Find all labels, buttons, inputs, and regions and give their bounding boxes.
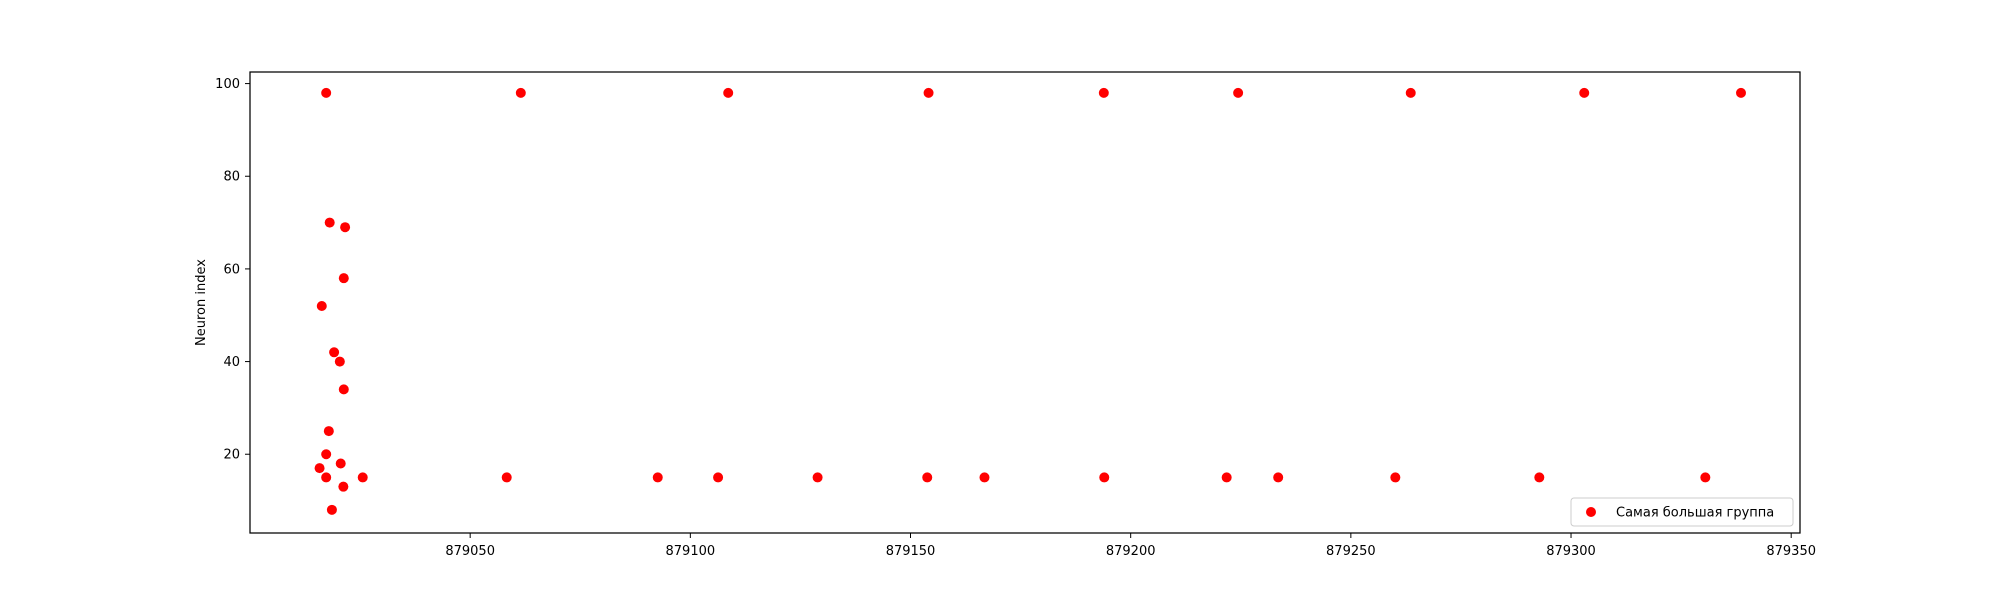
x-tick-label: 879350 [1766, 544, 1816, 559]
data-point [652, 472, 663, 483]
data-point [515, 87, 526, 98]
legend-label: Самая большая группа [1616, 506, 1774, 521]
data-point [979, 472, 990, 483]
data-point [314, 463, 325, 474]
data-points-layer [314, 87, 1746, 515]
data-point [316, 300, 327, 311]
data-point [1534, 472, 1545, 483]
plot-area-frame [249, 71, 1801, 534]
y-tick-label: 20 [223, 448, 240, 463]
data-point [812, 472, 823, 483]
data-point [1390, 472, 1401, 483]
data-point [340, 222, 351, 233]
x-axis: 879050 879100 879150 879200 879250 879300 8793… [445, 533, 1816, 559]
data-point [338, 273, 349, 284]
y-axis-label: Neuron index [194, 259, 209, 346]
y-tick-label: 40 [223, 355, 240, 370]
data-point [1735, 87, 1746, 98]
data-point [326, 504, 337, 515]
data-point [329, 347, 340, 358]
legend: Самая большая группа [1570, 497, 1794, 527]
data-point [321, 87, 332, 98]
data-point [321, 472, 332, 483]
x-tick-label: 879100 [666, 544, 716, 559]
x-tick-label: 879200 [1106, 544, 1156, 559]
data-point [1579, 87, 1590, 98]
data-point [1273, 472, 1284, 483]
data-point [334, 356, 345, 367]
data-point [357, 472, 368, 483]
legend-box [1570, 497, 1794, 527]
data-point [1098, 87, 1109, 98]
data-point [1405, 87, 1416, 98]
x-tick-label: 879250 [1326, 544, 1376, 559]
y-tick-label: 100 [215, 77, 240, 92]
data-point [501, 472, 512, 483]
data-point [713, 472, 724, 483]
data-point [338, 481, 349, 492]
data-point [335, 458, 346, 469]
y-tick-label: 80 [223, 170, 240, 185]
data-point [321, 449, 332, 460]
y-tick-label: 60 [223, 262, 240, 277]
data-point [1221, 472, 1232, 483]
x-tick-label: 879150 [886, 544, 936, 559]
legend-marker [1586, 507, 1596, 517]
data-point [323, 426, 334, 437]
y-axis: 20 40 60 80 100 [215, 77, 250, 463]
x-tick-label: 879300 [1546, 544, 1596, 559]
data-point [723, 87, 734, 98]
data-point [1233, 87, 1244, 98]
data-point [338, 384, 349, 395]
data-point [922, 472, 933, 483]
data-point [324, 217, 335, 228]
x-tick-label: 879050 [445, 544, 495, 559]
data-point [923, 87, 934, 98]
data-point [1099, 472, 1110, 483]
data-point [1700, 472, 1711, 483]
